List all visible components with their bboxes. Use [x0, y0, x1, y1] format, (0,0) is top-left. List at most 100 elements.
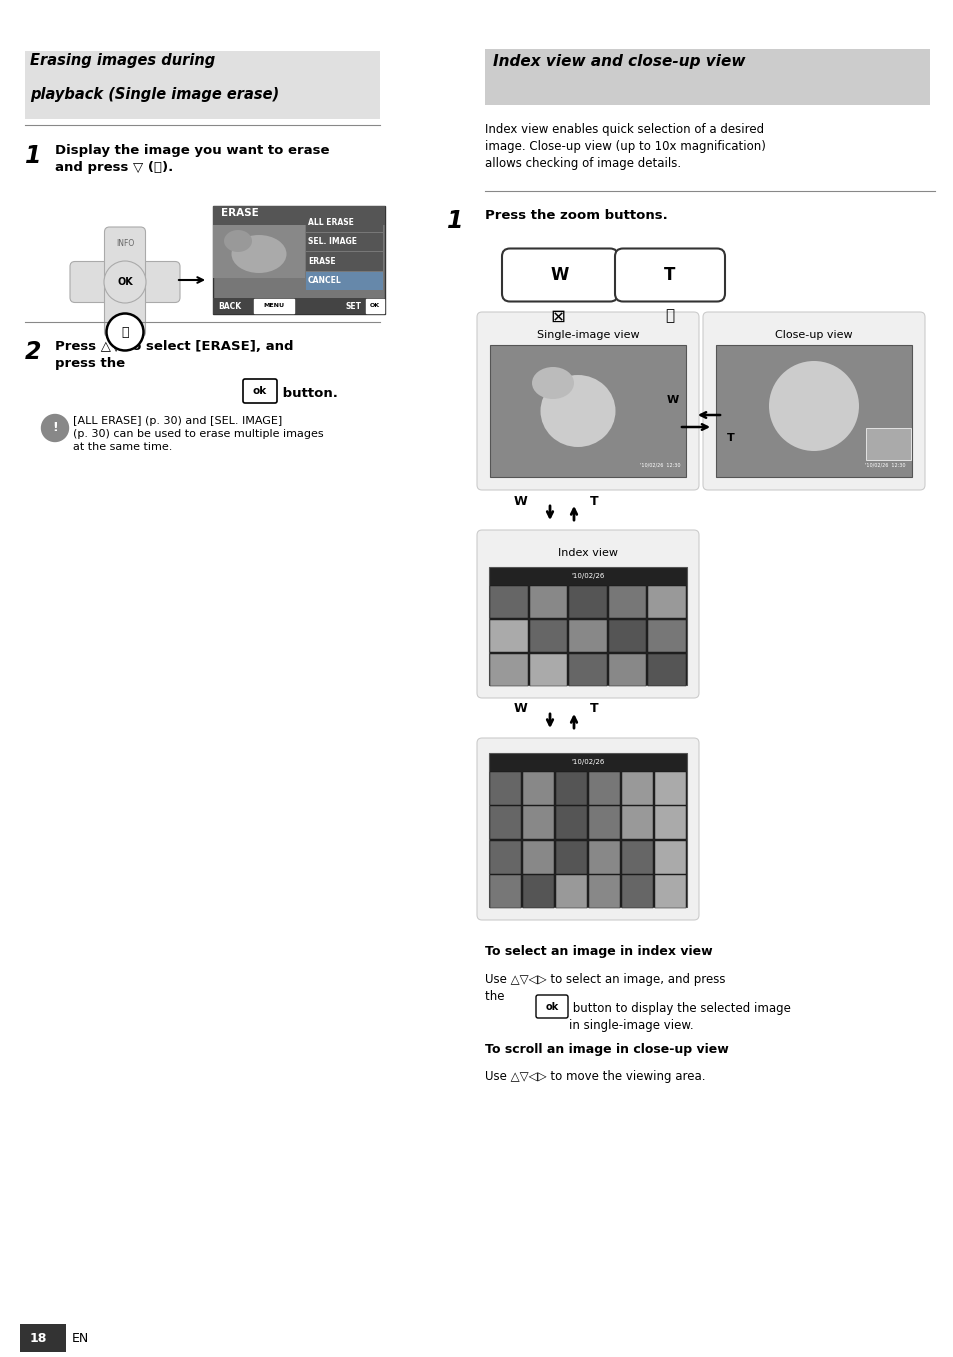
FancyBboxPatch shape: [588, 875, 619, 908]
Text: Display the image you want to erase
and press ▽ (Ⓜ).: Display the image you want to erase and …: [55, 144, 329, 174]
FancyBboxPatch shape: [522, 875, 554, 908]
FancyBboxPatch shape: [529, 654, 567, 687]
FancyBboxPatch shape: [608, 654, 646, 687]
Text: '10/02/26  12:30: '10/02/26 12:30: [864, 461, 905, 467]
FancyBboxPatch shape: [490, 654, 527, 687]
Text: To scroll an image in close-up view: To scroll an image in close-up view: [484, 1044, 728, 1056]
FancyBboxPatch shape: [621, 841, 653, 874]
Text: 🔍: 🔍: [665, 308, 674, 323]
FancyBboxPatch shape: [529, 586, 567, 617]
FancyBboxPatch shape: [70, 262, 180, 303]
FancyBboxPatch shape: [648, 654, 685, 687]
FancyBboxPatch shape: [654, 772, 685, 805]
FancyBboxPatch shape: [529, 620, 567, 651]
Ellipse shape: [532, 366, 574, 399]
FancyBboxPatch shape: [489, 753, 686, 906]
FancyBboxPatch shape: [243, 379, 276, 403]
Text: MENU: MENU: [263, 304, 284, 308]
Text: ERASE: ERASE: [308, 256, 335, 266]
Text: INFO: INFO: [115, 239, 134, 248]
Text: Index view: Index view: [558, 548, 618, 558]
Text: Single-image view: Single-image view: [537, 330, 639, 341]
Text: To select an image in index view: To select an image in index view: [484, 944, 712, 958]
FancyBboxPatch shape: [648, 586, 685, 617]
FancyBboxPatch shape: [654, 841, 685, 874]
FancyBboxPatch shape: [702, 312, 924, 490]
FancyBboxPatch shape: [522, 841, 554, 874]
Text: CANCEL: CANCEL: [308, 275, 341, 285]
Text: Close-up view: Close-up view: [775, 330, 852, 341]
FancyBboxPatch shape: [490, 620, 527, 651]
Text: W: W: [514, 494, 527, 508]
FancyBboxPatch shape: [588, 772, 619, 805]
Text: ok: ok: [253, 385, 267, 396]
Circle shape: [42, 414, 69, 441]
Text: W: W: [514, 703, 527, 715]
Text: Ⓜ: Ⓜ: [121, 326, 129, 338]
Text: T: T: [726, 433, 734, 442]
FancyBboxPatch shape: [556, 772, 587, 805]
Text: ok: ok: [545, 1001, 558, 1011]
Text: OK: OK: [370, 304, 379, 308]
FancyBboxPatch shape: [621, 772, 653, 805]
FancyBboxPatch shape: [489, 875, 520, 908]
FancyBboxPatch shape: [213, 299, 385, 313]
FancyBboxPatch shape: [490, 586, 527, 617]
Text: [ALL ERASE] (p. 30) and [SEL. IMAGE]
(p. 30) can be used to erase multiple image: [ALL ERASE] (p. 30) and [SEL. IMAGE] (p.…: [73, 417, 323, 452]
Text: Use △▽◁▷ to move the viewing area.: Use △▽◁▷ to move the viewing area.: [484, 1071, 705, 1083]
FancyBboxPatch shape: [489, 841, 520, 874]
FancyBboxPatch shape: [306, 232, 382, 251]
FancyBboxPatch shape: [476, 531, 699, 697]
FancyBboxPatch shape: [489, 567, 686, 685]
FancyBboxPatch shape: [648, 620, 685, 651]
Text: '10/02/26: '10/02/26: [571, 573, 604, 579]
Text: T: T: [663, 266, 675, 284]
FancyBboxPatch shape: [615, 248, 724, 301]
FancyBboxPatch shape: [490, 345, 685, 478]
Text: EN: EN: [71, 1331, 90, 1345]
Text: 2: 2: [25, 341, 42, 364]
Ellipse shape: [224, 229, 252, 252]
Text: 1: 1: [447, 209, 463, 233]
FancyBboxPatch shape: [501, 248, 618, 301]
FancyBboxPatch shape: [489, 772, 520, 805]
FancyBboxPatch shape: [522, 806, 554, 839]
FancyBboxPatch shape: [621, 875, 653, 908]
FancyBboxPatch shape: [588, 841, 619, 874]
Text: SET: SET: [346, 301, 361, 311]
Text: T: T: [589, 703, 598, 715]
FancyBboxPatch shape: [522, 772, 554, 805]
FancyBboxPatch shape: [213, 206, 385, 313]
FancyBboxPatch shape: [213, 206, 385, 225]
Text: Use △▽◁▷ to select an image, and press
the: Use △▽◁▷ to select an image, and press t…: [484, 973, 724, 1003]
Text: 1: 1: [25, 144, 42, 168]
FancyBboxPatch shape: [608, 586, 646, 617]
Text: Erasing images during: Erasing images during: [30, 53, 215, 68]
Text: Press the zoom buttons.: Press the zoom buttons.: [484, 209, 667, 223]
Text: Index view enables quick selection of a desired
image. Close-up view (up to 10x : Index view enables quick selection of a …: [484, 123, 765, 170]
FancyBboxPatch shape: [105, 227, 146, 337]
FancyBboxPatch shape: [569, 586, 606, 617]
Text: '10/02/26  12:30: '10/02/26 12:30: [639, 461, 679, 467]
FancyBboxPatch shape: [476, 312, 699, 490]
FancyBboxPatch shape: [569, 654, 606, 687]
FancyBboxPatch shape: [621, 806, 653, 839]
FancyBboxPatch shape: [20, 1324, 66, 1352]
FancyBboxPatch shape: [654, 806, 685, 839]
FancyBboxPatch shape: [306, 213, 382, 232]
Text: !: !: [52, 421, 58, 434]
Text: button.: button.: [277, 387, 337, 400]
Circle shape: [104, 261, 146, 303]
FancyBboxPatch shape: [484, 49, 929, 104]
Text: '10/02/26: '10/02/26: [571, 759, 604, 765]
Circle shape: [107, 313, 143, 350]
Text: ERASE: ERASE: [221, 208, 258, 218]
Text: Index view and close-up view: Index view and close-up view: [493, 54, 744, 69]
Text: W: W: [666, 395, 679, 404]
FancyBboxPatch shape: [588, 806, 619, 839]
FancyBboxPatch shape: [865, 427, 910, 460]
FancyBboxPatch shape: [306, 252, 382, 270]
FancyBboxPatch shape: [25, 52, 379, 119]
Text: ALL ERASE: ALL ERASE: [308, 217, 354, 227]
Ellipse shape: [232, 235, 286, 273]
